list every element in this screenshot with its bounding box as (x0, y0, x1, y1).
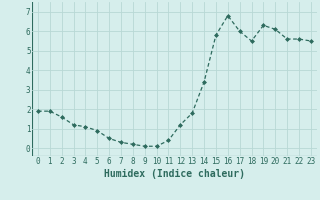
X-axis label: Humidex (Indice chaleur): Humidex (Indice chaleur) (104, 169, 245, 179)
